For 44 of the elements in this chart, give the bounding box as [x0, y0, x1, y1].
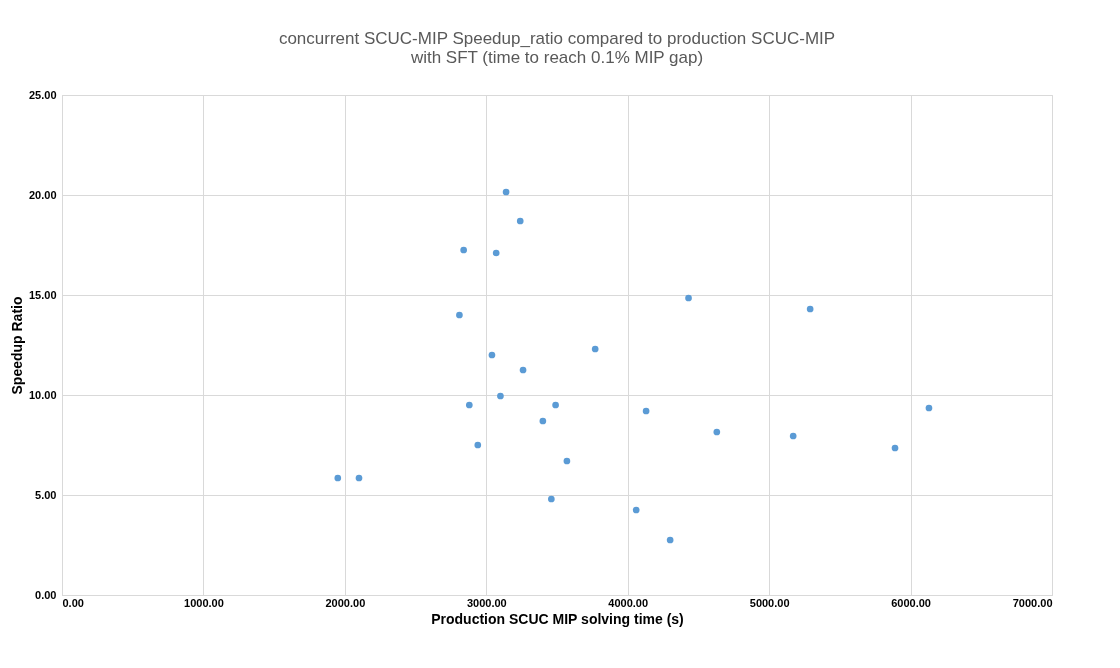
text: concurrent SCUC-MIP Speedup_ratio compared to production SCUC-MIP — [278, 29, 836, 48]
point — [502, 188, 510, 196]
point — [891, 444, 899, 452]
text: with SFT (time to reach 0.1% MIP gap) — [410, 48, 704, 67]
y-tick-label: 15.00 — [28, 288, 57, 301]
point — [519, 366, 527, 374]
y-tick-label: 20.00 — [28, 188, 57, 201]
point — [465, 401, 473, 409]
point — [563, 457, 571, 465]
x-tick-label: 5000.00 — [749, 596, 790, 609]
point — [474, 441, 482, 449]
y-tick-label: 25.00 — [28, 88, 57, 101]
point — [492, 249, 500, 257]
point — [666, 536, 674, 544]
point — [925, 404, 933, 412]
x-tick-label: 7000.00 — [1012, 596, 1053, 609]
point — [642, 407, 650, 415]
y-axis-title: Speedup Ratio — [8, 296, 25, 395]
point — [806, 305, 814, 313]
x-tick-label: 2000.00 — [325, 596, 366, 609]
x-axis-title: Production SCUC MIP solving time (s) — [431, 610, 684, 627]
x-tick-label: 3000.00 — [466, 596, 507, 609]
point — [334, 474, 342, 482]
x-tick-label: 0.00 — [62, 596, 84, 609]
point — [516, 217, 524, 225]
point — [713, 428, 721, 436]
x-tick-label: 6000.00 — [891, 596, 931, 609]
y-tick-label: 5.00 — [35, 488, 57, 501]
point — [789, 432, 797, 440]
point — [488, 351, 496, 359]
point — [591, 345, 599, 353]
point — [685, 294, 692, 302]
point — [460, 246, 468, 254]
point — [497, 392, 504, 400]
point — [552, 401, 559, 409]
point — [539, 417, 547, 425]
point — [355, 474, 363, 482]
y-tick-label: 10.00 — [28, 388, 57, 401]
y-tick-label: 0.00 — [35, 588, 57, 601]
x-tick-label: 4000.00 — [608, 596, 649, 609]
point — [456, 311, 463, 319]
x-tick-label: 1000.00 — [184, 596, 224, 609]
point — [547, 495, 555, 503]
point — [632, 506, 640, 514]
